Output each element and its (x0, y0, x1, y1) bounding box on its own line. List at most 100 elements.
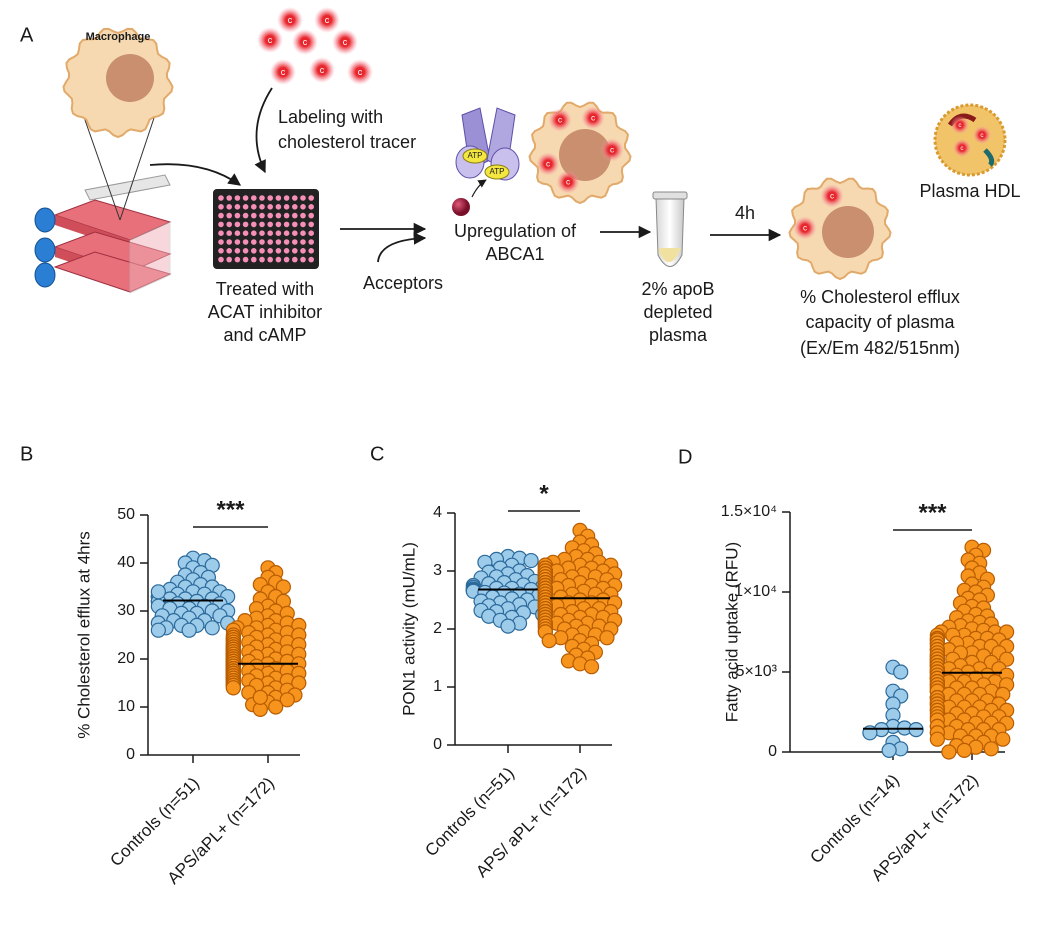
tracer-glow (950, 115, 970, 135)
well (275, 230, 282, 236)
well (234, 204, 241, 210)
data-point (150, 584, 166, 600)
arrow (377, 232, 427, 263)
well (218, 256, 224, 263)
data-point (225, 680, 241, 696)
well (259, 204, 265, 210)
tracer-glow (314, 7, 340, 33)
arrow (149, 163, 242, 186)
data-point (268, 699, 284, 715)
data-point (941, 744, 957, 760)
tracer-glow (548, 108, 572, 132)
y-tick-label: 5×10³ (736, 663, 778, 680)
tracer-glow (270, 59, 296, 85)
step-label: Upregulation of (454, 221, 577, 241)
well (300, 195, 306, 201)
well (259, 195, 265, 201)
tracer-glow (972, 125, 992, 145)
well (308, 212, 315, 219)
well (275, 256, 282, 263)
well (226, 204, 232, 210)
tracer-glow (820, 184, 844, 208)
well (242, 212, 249, 219)
data-point (995, 731, 1011, 747)
well (275, 239, 282, 245)
well (283, 221, 290, 228)
well (267, 239, 274, 245)
well (218, 221, 224, 228)
well (283, 248, 290, 254)
tracer-label: c (610, 146, 614, 155)
well (308, 230, 315, 236)
well (242, 248, 249, 254)
well (226, 212, 232, 219)
well (251, 221, 257, 228)
tracer-label: c (268, 35, 273, 45)
well (242, 204, 249, 210)
well (275, 195, 282, 201)
well (234, 212, 241, 219)
data-point (541, 632, 557, 649)
step-label: Labeling with (278, 107, 383, 127)
step-label: (Ex/Em 482/515nm) (800, 338, 960, 358)
tracer-glow (292, 29, 318, 55)
well (259, 212, 265, 219)
dot-plot: D Fatty acid uptake (RFU) 0 5×10³ 1×10⁴ 1.5×1… (678, 446, 1015, 885)
well (283, 195, 290, 201)
well (267, 256, 274, 263)
y-tick-label: 0 (433, 736, 442, 753)
step-label: and cAMP (223, 325, 306, 345)
well (267, 230, 274, 236)
y-tick-label: 50 (117, 506, 135, 523)
step-label: cholesterol tracer (278, 132, 416, 152)
abca1-transporter: ATP ATP (455, 107, 520, 181)
tracer-glow (952, 138, 972, 158)
well (242, 195, 249, 201)
y-axis-title: Fatty acid uptake (RFU) (722, 542, 741, 722)
y-tick-label: 0 (126, 746, 135, 763)
well (226, 195, 232, 201)
well (218, 212, 224, 219)
data-point (181, 622, 197, 638)
tracer-label: c (830, 192, 834, 201)
well (292, 195, 298, 201)
panel-label: D (678, 446, 692, 468)
well (267, 221, 274, 228)
data-point (983, 741, 999, 757)
well (275, 221, 282, 228)
well (251, 248, 257, 254)
y-axis-title: % Cholesterol efflux at 4hrs (74, 531, 93, 739)
well (267, 248, 274, 254)
tracer-label: c (960, 145, 963, 152)
well (300, 212, 306, 219)
tracer-label: c (343, 37, 348, 47)
arrow (254, 87, 273, 174)
data-point (583, 659, 600, 675)
well (226, 230, 232, 236)
tracer-label: c (281, 67, 286, 77)
well (251, 230, 257, 236)
significance-label: *** (918, 499, 947, 526)
y-tick-label: 3 (433, 562, 442, 579)
tracer-label: c (591, 114, 595, 123)
significance-label: * (539, 480, 549, 507)
step-label: Plasma HDL (919, 181, 1020, 201)
well (234, 230, 241, 236)
atp-label: ATP (490, 167, 505, 176)
well (300, 248, 306, 254)
nucleus (106, 54, 154, 102)
time-label: 4h (735, 203, 755, 223)
well (308, 239, 315, 245)
tracer-glow (600, 138, 624, 162)
sample-tube (652, 191, 688, 267)
well (242, 230, 249, 236)
data-point (893, 664, 909, 680)
tracer-label: c (320, 65, 325, 75)
well (283, 239, 290, 245)
well (251, 212, 257, 219)
nucleus (559, 129, 611, 181)
step-label: capacity of plasma (805, 312, 955, 332)
data-point (279, 692, 295, 708)
